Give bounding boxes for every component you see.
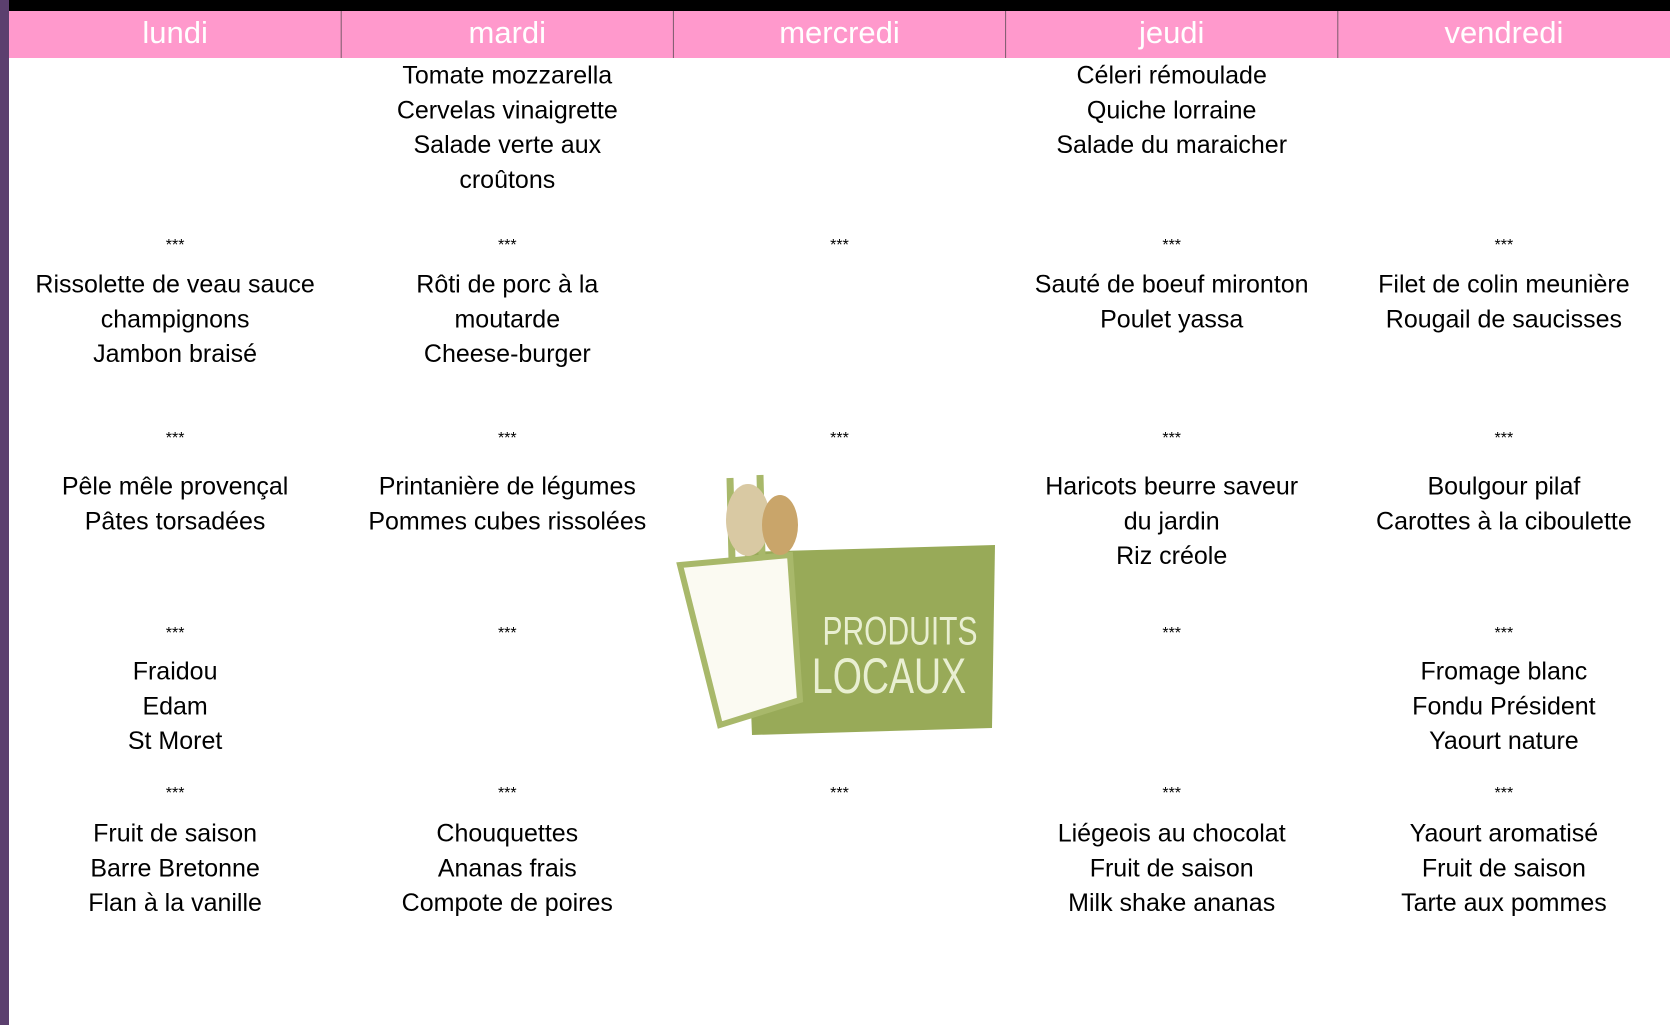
separator: *** (166, 785, 185, 802)
day-header: mardi (469, 15, 547, 50)
dish: Barre Bretonne (90, 854, 260, 882)
dish: Rissolette de veau sauce (35, 271, 314, 299)
dish: Jambon braisé (93, 340, 257, 368)
logo-bread (762, 495, 798, 555)
separator: *** (830, 785, 849, 802)
separator: *** (1495, 430, 1514, 447)
dish: Milk shake ananas (1068, 889, 1275, 917)
dish: Riz créole (1116, 542, 1227, 570)
separator: *** (166, 430, 185, 447)
logo-bread (726, 484, 770, 556)
dish: Tarte aux pommes (1401, 889, 1607, 917)
separator: *** (166, 237, 185, 254)
dish: Carottes à la ciboulette (1376, 507, 1632, 535)
day-header: lundi (142, 15, 208, 50)
separator: *** (1162, 785, 1181, 802)
dish: Filet de colin meunière (1378, 271, 1630, 299)
dish: Pommes cubes rissolées (368, 507, 646, 535)
separator: *** (1162, 237, 1181, 254)
dish: Chouquettes (436, 820, 578, 848)
dish: Poulet yassa (1100, 305, 1243, 333)
dish: Yaourt nature (1429, 727, 1579, 755)
dish: du jardin (1124, 507, 1220, 535)
logo-text: PRODUITS (823, 609, 978, 653)
day-header: mercredi (779, 15, 900, 50)
dish: Liégeois au chocolat (1058, 820, 1286, 848)
dish: Céleri rémoulade (1077, 62, 1267, 90)
dish: Pêle mêle provençal (62, 473, 289, 501)
dish: champignons (101, 305, 250, 333)
dish: Fruit de saison (1090, 854, 1254, 882)
separator: *** (1162, 430, 1181, 447)
day-header: vendredi (1444, 15, 1563, 50)
separator: *** (498, 785, 517, 802)
dish: Pâtes torsadées (85, 507, 266, 535)
dish: Flan à la vanille (88, 889, 262, 917)
dish: Fromage blanc (1421, 658, 1588, 686)
dish: Tomate mozzarella (402, 62, 612, 90)
dish: Quiche lorraine (1087, 96, 1257, 124)
separator: *** (498, 430, 517, 447)
dish: Cheese-burger (424, 340, 591, 368)
left-border (0, 0, 9, 1025)
logo-basket (676, 551, 804, 729)
dish: moutarde (454, 305, 560, 333)
separator: *** (1162, 625, 1181, 642)
dish: Yaourt aromatisé (1410, 820, 1599, 848)
dish: Haricots beurre saveur (1045, 473, 1298, 501)
separator: *** (1495, 237, 1514, 254)
dish: Printanière de légumes (379, 473, 636, 501)
dish: Boulgour pilaf (1427, 473, 1580, 501)
dish: Fraidou (133, 658, 218, 686)
separator: *** (1495, 785, 1514, 802)
dish: Fruit de saison (93, 820, 257, 848)
separator: *** (166, 625, 185, 642)
separator: *** (830, 237, 849, 254)
dish: Rôti de porc à la (416, 271, 598, 299)
dish: Rougail de saucisses (1386, 305, 1622, 333)
logo-text: LOCAUX (812, 649, 966, 704)
dish: Edam (142, 692, 207, 720)
day-header: jeudi (1138, 15, 1205, 50)
separator: *** (498, 625, 517, 642)
dish: croûtons (459, 166, 555, 194)
header-row (9, 11, 1670, 58)
dish: Salade du maraicher (1056, 131, 1287, 159)
separator: *** (830, 430, 849, 447)
dish: Sauté de boeuf mironton (1035, 271, 1309, 299)
dish: St Moret (128, 727, 223, 755)
dish: Fondu Président (1412, 692, 1596, 720)
dish: Cervelas vinaigrette (397, 96, 618, 124)
dish: Salade verte aux (413, 131, 601, 159)
separator: *** (498, 237, 517, 254)
logo: PRODUITS LOCAUX (676, 474, 995, 735)
dish: Fruit de saison (1422, 854, 1586, 882)
dish: Ananas frais (438, 854, 577, 882)
dish: Compote de poires (402, 889, 613, 917)
top-bar (0, 0, 1670, 11)
separator: *** (1495, 625, 1514, 642)
logo-panel (745, 545, 995, 735)
